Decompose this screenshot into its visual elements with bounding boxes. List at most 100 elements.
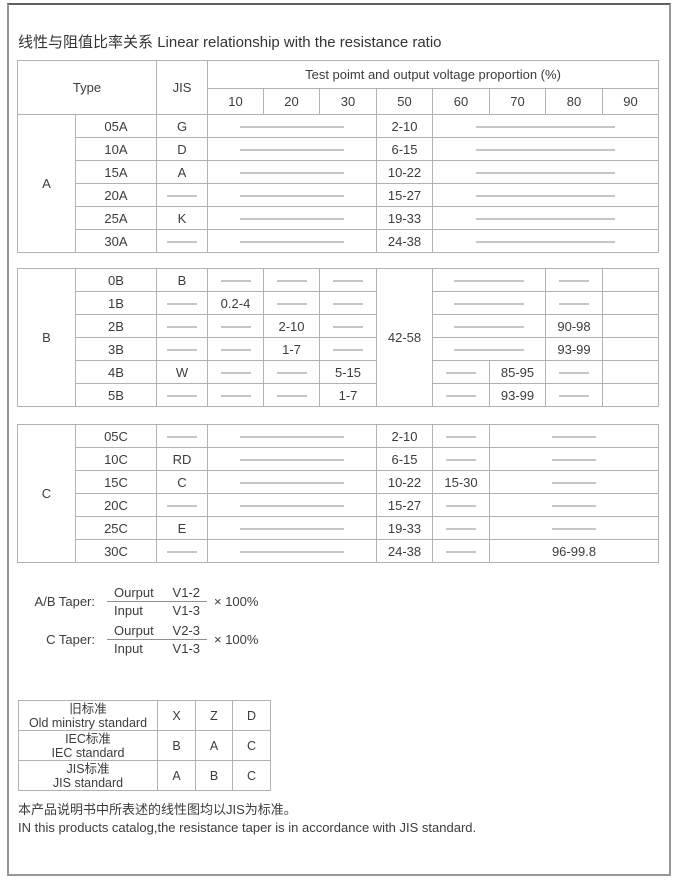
dash-cell: [207, 160, 377, 184]
dash-cell: [207, 137, 377, 161]
dash-cell: [432, 206, 659, 230]
dash-placeholder: [167, 241, 197, 244]
value-cell: 15-27: [376, 493, 433, 517]
fraction-denominator: Input V1-3: [107, 640, 207, 657]
dash-cell: [207, 183, 377, 207]
dash-placeholder: [475, 172, 616, 175]
dash-cell: [207, 424, 377, 448]
dash-placeholder: [454, 349, 524, 352]
dash-cell: [263, 383, 320, 407]
value-cell: 10-22: [376, 160, 433, 184]
point-header-30: 30: [319, 88, 377, 115]
dash-placeholder: [220, 372, 251, 375]
dash-cell: [545, 383, 603, 407]
value-cell: 85-95: [489, 360, 546, 384]
fraction: Ourput V1-2 Input V1-3: [107, 584, 207, 619]
dash-cell: [207, 470, 377, 494]
numerator-value: V1-2: [172, 585, 200, 600]
value-cell: 2-10: [263, 314, 320, 338]
formula-ab-taper: A/B Taper: Ourput V1-2 Input V1-3 × 100%: [19, 584, 259, 619]
table-row: 15C C 10-22 15-30: [18, 470, 659, 494]
standard-code-cell: X: [157, 700, 196, 731]
value-cell: 10-22: [376, 470, 433, 494]
jis-column-header: JIS: [156, 60, 208, 115]
jis-cell: W: [156, 360, 208, 384]
dash-cell: [432, 337, 546, 361]
dash-placeholder: [552, 459, 596, 462]
dash-placeholder: [333, 280, 363, 283]
point-header-80: 80: [545, 88, 603, 115]
dash-cell: [207, 337, 264, 361]
dash-cell: [207, 493, 377, 517]
standards-row-jis: JIS标准 JIS standard A B C: [18, 760, 271, 791]
dash-placeholder: [559, 395, 589, 398]
jis-cell: [156, 229, 208, 253]
dash-cell: [319, 268, 377, 292]
dash-cell: [319, 314, 377, 338]
page-title: 线性与阻值比率关系 Linear relationship with the r…: [18, 31, 442, 52]
taper-formulas: A/B Taper: Ourput V1-2 Input V1-3 × 100%…: [19, 584, 259, 660]
standard-code-cell: B: [157, 730, 196, 761]
type-cell: 30C: [75, 539, 157, 563]
dash-cell: [432, 314, 546, 338]
type-cell: 10A: [75, 137, 157, 161]
taper-table-b: B 0B B 42-58 1B 0.2-4 2B 2-10 90-98 3B 1-7 93-99 4B W…: [17, 268, 659, 407]
jis-cell: G: [156, 114, 208, 138]
standards-row-iec: IEC标准 IEC standard B A C: [18, 730, 271, 761]
dash-placeholder: [446, 436, 476, 439]
dash-placeholder: [475, 195, 616, 198]
dash-cell: [432, 383, 490, 407]
standard-code-cell: A: [195, 730, 233, 761]
page-title-zh: 线性与阻值比率关系: [18, 34, 154, 51]
point-header-70: 70: [489, 88, 546, 115]
jis-cell: [156, 383, 208, 407]
dash-cell: [432, 360, 490, 384]
fraction-numerator: Ourput V1-2: [107, 584, 207, 602]
dash-placeholder: [239, 172, 345, 175]
footer-note: 本产品说明书中所表述的线性图均以JIS为标准。 IN this products…: [18, 801, 476, 836]
dash-cell: [319, 291, 377, 315]
value-cell: 0.2-4: [207, 291, 264, 315]
dash-cell: [489, 493, 659, 517]
table-row: 20A 15-27: [18, 183, 659, 207]
dash-cell: [545, 360, 603, 384]
dash-cell: [263, 291, 320, 315]
value-cell: 2-10: [376, 114, 433, 138]
dash-placeholder: [239, 482, 345, 485]
dash-cell: [207, 229, 377, 253]
dash-placeholder: [446, 459, 476, 462]
header-row: Type JIS Test poimt and output voltage pro…: [17, 60, 659, 115]
type-group-cell: C: [17, 424, 76, 563]
numerator-word: Ourput: [114, 585, 154, 600]
type-cell: 25A: [75, 206, 157, 230]
dash-cell: [489, 424, 659, 448]
dash-placeholder: [167, 505, 197, 508]
footer-note-en: IN this products catalog,the resistance …: [18, 819, 477, 835]
standard-code-cell: C: [232, 760, 271, 791]
taper-table-a: Type JIS Test poimt and output voltage pro…: [17, 60, 659, 253]
table-row: 1B 0.2-4: [18, 291, 659, 315]
jis-cell: [156, 291, 208, 315]
dash-placeholder: [446, 372, 476, 375]
dash-cell: [432, 539, 490, 563]
dash-placeholder: [475, 241, 616, 244]
dash-placeholder: [559, 303, 589, 306]
dash-placeholder: [167, 395, 197, 398]
point-header-10: 10: [207, 88, 264, 115]
dash-placeholder: [446, 395, 476, 398]
jis-cell: E: [156, 516, 208, 540]
dash-cell: [207, 114, 377, 138]
dash-placeholder: [446, 551, 476, 554]
type-cell: 15A: [75, 160, 157, 184]
dash-cell: [489, 447, 659, 471]
multiplier-text: × 100%: [214, 632, 259, 647]
dash-placeholder: [239, 551, 345, 554]
dash-placeholder: [276, 395, 307, 398]
dash-placeholder: [167, 551, 197, 554]
fraction-denominator: Input V1-3: [107, 602, 207, 619]
dash-placeholder: [167, 303, 197, 306]
table-row: C 05C 2-10: [17, 424, 659, 563]
numerator-word: Ourput: [114, 623, 154, 638]
type-cell: 3B: [75, 337, 157, 361]
